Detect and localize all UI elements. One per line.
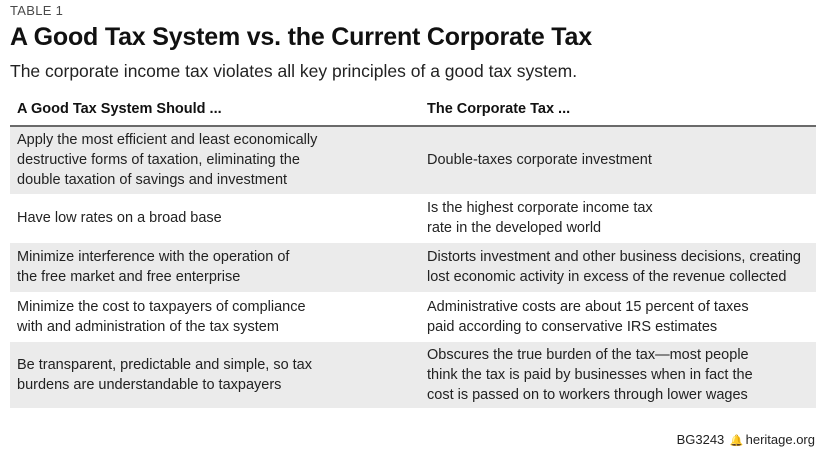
principle-cell: Minimize the cost to taxpayers of compli…: [10, 291, 420, 341]
cell-line: paid according to conservative IRS estim…: [427, 318, 718, 335]
cell-line: Minimize the cost to taxpayers of compli…: [17, 298, 306, 315]
corporate-tax-cell: Obscures the true burden of the tax—most…: [420, 340, 816, 408]
table-row: Apply the most efficient and least econo…: [10, 125, 816, 194]
report-code: BG3243: [676, 432, 725, 447]
page-subtitle: The corporate income tax violates all ke…: [10, 61, 578, 81]
cell-line: with and administration of the tax syste…: [17, 318, 279, 335]
cell-line: destructive forms of taxation, eliminati…: [17, 152, 300, 169]
corporate-tax-cell: Administrative costs are about 15 percen…: [420, 291, 816, 341]
principle-cell: Be transparent, predictable and simple, …: [10, 340, 420, 408]
table-row: Be transparent, predictable and simple, …: [10, 340, 816, 408]
column-header-good-tax-system: A Good Tax System Should ...: [10, 92, 420, 127]
cell-line: double taxation of savings and investmen…: [17, 172, 288, 189]
site-name: heritage.org: [745, 432, 815, 447]
cell-line: Obscures the true burden of the tax—most…: [427, 346, 749, 363]
comparison-table: A Good Tax System Should ... The Corpora…: [10, 92, 816, 408]
cell-line: Be transparent, predictable and simple, …: [17, 356, 312, 373]
cell-line: Apply the most efficient and least econo…: [17, 132, 318, 149]
corporate-tax-cell: Distorts investment and other business d…: [420, 241, 816, 292]
cell-line: Is the highest corporate income tax: [427, 200, 653, 216]
table-row: Have low rates on a broad base Is the hi…: [10, 193, 816, 242]
cell-line: rate in the developed world: [427, 220, 602, 236]
principle-cell: Minimize interference with the operation…: [10, 241, 420, 292]
liberty-bell-icon: 🔔: [729, 435, 744, 447]
cell-line: lost economic activity in excess of the …: [427, 269, 787, 285]
corporate-tax-cell: Is the highest corporate income tax rate…: [420, 193, 816, 242]
page-title: A Good Tax System vs. the Current Corpor…: [10, 23, 592, 51]
table-header-row: A Good Tax System Should ... The Corpora…: [10, 92, 816, 127]
table-row: Minimize interference with the operation…: [10, 241, 816, 292]
cell-line: Minimize interference with the operation…: [17, 249, 290, 265]
principle-cell: Have low rates on a broad base: [10, 193, 420, 242]
cell-line: the free market and free enterprise: [17, 269, 241, 285]
source-footer: BG3243 🔔 heritage.org: [677, 432, 815, 447]
corporate-tax-cell: Double-taxes corporate investment: [420, 125, 816, 194]
cell-line: burdens are understandable to taxpayers: [17, 376, 282, 393]
cell-line: Distorts investment and other business d…: [427, 249, 801, 265]
cell-line: Administrative costs are about 15 percen…: [427, 298, 749, 315]
cell-line: cost is passed on to workers through low…: [427, 386, 748, 403]
principle-cell: Apply the most efficient and least econo…: [10, 125, 420, 194]
cell-line: think the tax is paid by businesses when…: [427, 366, 753, 383]
table-label: TABLE 1: [10, 3, 64, 18]
cell-line: Double-taxes corporate investment: [427, 152, 652, 169]
cell-line: Have low rates on a broad base: [17, 210, 222, 226]
table-row: Minimize the cost to taxpayers of compli…: [10, 291, 816, 341]
column-header-corporate-tax: The Corporate Tax ...: [420, 92, 816, 127]
